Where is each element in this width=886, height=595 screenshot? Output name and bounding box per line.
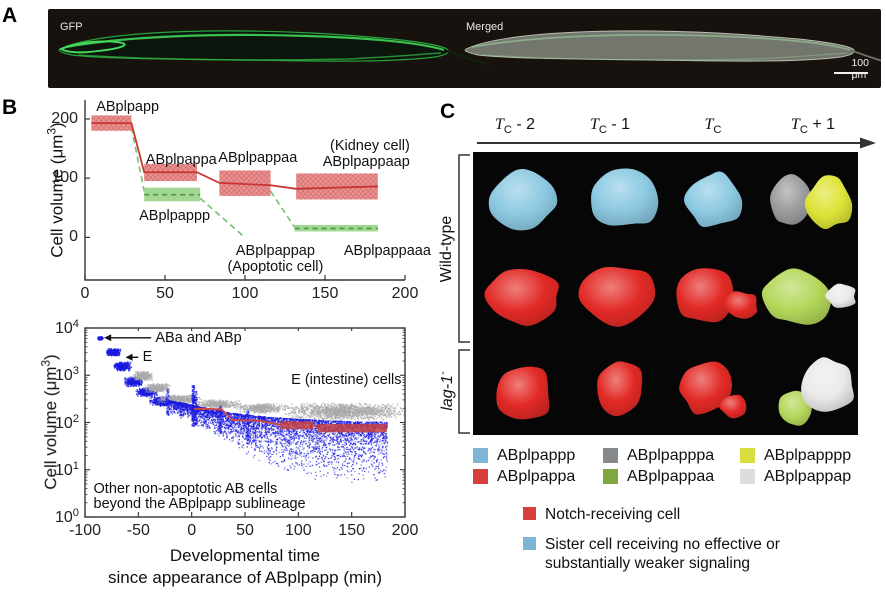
top-x-tick-label: 0 [80, 285, 90, 302]
all-cells-volume-chart: Cell volume (μm3) Developmental time sin… [0, 308, 440, 595]
notch-receiving-swatch [523, 507, 536, 520]
abplpappaa-swatch [603, 469, 618, 484]
cell-blob-red [676, 268, 734, 323]
timepoint-header-tc-minus-1: TC - 1 [589, 116, 631, 137]
all-cells-volume-canvas [0, 308, 440, 595]
top-y-tick-label: 200 [51, 109, 78, 127]
lineage-volume-canvas [0, 92, 440, 308]
wild-type-row-label: Wild-type [438, 215, 455, 283]
cell-blob-red [496, 366, 550, 420]
bottom-x-tick-label: 150 [338, 522, 366, 539]
top-x-tick-label: 200 [391, 285, 419, 302]
lag-1-row-label: lag-1- [436, 371, 457, 411]
cell-blob-gray [770, 174, 811, 225]
bottom-chart-annotation: Other non-apoptotic AB cells [93, 480, 278, 497]
top-chart-annotation: ABplpappaa [218, 150, 298, 167]
top-y-tick-label: 100 [51, 169, 78, 187]
top-chart-annotation: ABplpappa [145, 151, 217, 168]
top-x-tick-label: 150 [311, 285, 339, 302]
bottom-x-tick-label: -100 [68, 522, 102, 539]
scale-bar-label: 100 μm [851, 57, 869, 81]
bottom-y-tick-label: 104 [54, 317, 79, 338]
top-chart-annotation: (Kidney cell) [330, 137, 410, 154]
abplpapppa-swatch [603, 448, 618, 463]
cell-blob-blue [488, 168, 558, 231]
bottom-y-tick-label: 102 [54, 412, 79, 432]
bottom-x-tick-label: 200 [391, 522, 419, 539]
top-chart-annotation: ABplpappaap [322, 154, 410, 171]
cell-blob-blue [683, 171, 743, 227]
top-x-tick-label: 100 [231, 285, 259, 302]
cell-blob-blue [591, 168, 659, 226]
bottom-chart-annotation: E (intestine) cells [291, 371, 402, 388]
top-chart-annotation: ABplpappap [235, 242, 315, 259]
panel-a-micrograph: GFP Merged 100 μm [48, 9, 886, 88]
bottom-chart-annotation: ABa and ABp [155, 329, 242, 346]
panel-a-letter: A [2, 4, 18, 27]
top-chart-annotation: ABplpappp [139, 208, 211, 225]
panel-c-letter: C [440, 100, 456, 123]
bottom-y-tick-label: 103 [54, 365, 79, 385]
timepoint-header-tc: TC [704, 116, 722, 137]
worm-images [58, 30, 886, 67]
top-chart-y-axis-label: Cell volume (μm3) [44, 122, 67, 258]
gfp-worm-image [58, 30, 491, 67]
cell-blob-red [484, 269, 559, 326]
bottom-y-tick-label: 100 [54, 506, 79, 527]
abplpappa-swatch [473, 469, 488, 484]
sister-cell-swatch [523, 537, 536, 550]
abplpappap-swatch [740, 469, 755, 484]
bottom-chart-annotation: beyond the ABplpapp sublineage [93, 496, 306, 513]
lineage-volume-chart: Cell volume (μm3) 0 50 100 150 200 0 100 200 ABp… [0, 92, 440, 308]
cell-blob-white [801, 357, 854, 412]
merged-worm-image [464, 30, 886, 64]
timepoint-header-tc-minus-2: TC - 2 [494, 116, 536, 137]
scale-bar-line [834, 72, 868, 74]
cell-blob-green [778, 390, 812, 426]
bottom-x-tick-label: 50 [236, 522, 254, 539]
cell-blob-red [597, 361, 643, 417]
cell-blob-green [761, 268, 832, 325]
bottom-y-tick-label: 101 [54, 459, 79, 479]
bottom-x-tick-label: 100 [284, 522, 312, 539]
cell-blob-red [719, 394, 747, 419]
timepoint-header-tc-plus-1: TC + 1 [790, 116, 836, 137]
cell-blob-red [724, 291, 758, 319]
bottom-chart-x-axis-label-line1: Developmental time [169, 546, 321, 565]
abplpappp-swatch [473, 448, 488, 463]
top-chart-annotation: (Apoptotic cell) [227, 258, 324, 275]
cell-blob-red [578, 266, 656, 327]
top-chart-annotation: ABplpappaaa [343, 242, 431, 259]
merged-channel-label: Merged [466, 21, 504, 33]
cell-blob-red [679, 361, 733, 415]
gfp-channel-label: GFP [60, 21, 83, 33]
bottom-chart-x-axis-label-line2: since appearance of ABplpapp (min) [107, 568, 383, 587]
top-x-tick-label: 50 [156, 285, 174, 302]
cell-blob-white [825, 283, 856, 308]
cell-blob-yellow [804, 175, 853, 230]
bottom-x-tick-label: 0 [187, 522, 197, 539]
bottom-x-tick-label: -50 [126, 522, 150, 539]
bottom-chart-annotation: E [142, 349, 153, 366]
top-chart-annotation: ABplpapp [96, 99, 160, 116]
abplpapppp-swatch [740, 448, 755, 463]
top-y-tick-label: 0 [69, 228, 78, 246]
